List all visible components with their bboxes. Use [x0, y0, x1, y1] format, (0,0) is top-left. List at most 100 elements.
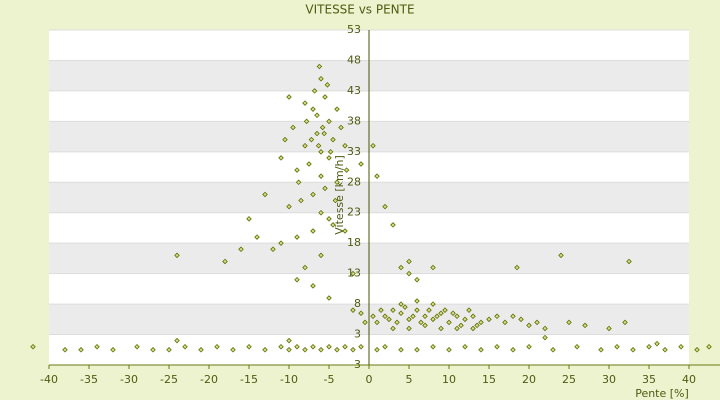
scatter-point	[370, 142, 376, 149]
scatter-point	[414, 298, 420, 304]
scatter-point	[310, 228, 316, 234]
scatter-point	[282, 136, 288, 143]
scatter-point	[438, 325, 444, 332]
scatter-point	[398, 347, 404, 353]
scatter-point	[418, 319, 424, 326]
scatter-point	[342, 343, 348, 350]
scatter-point	[94, 343, 100, 350]
scatter-point	[326, 343, 332, 350]
scatter-point	[332, 197, 339, 204]
scatter-point	[542, 325, 548, 332]
scatter-point	[278, 240, 284, 246]
y-tick-label: 43	[347, 84, 361, 97]
scatter-point	[534, 319, 540, 326]
y-tick-label: 3	[354, 328, 361, 341]
scatter-point	[430, 301, 436, 307]
scatter-point	[62, 347, 68, 353]
scatter-point	[414, 347, 420, 353]
x-tick-label: 0	[366, 373, 373, 386]
scatter-point	[510, 347, 516, 353]
scatter-point	[262, 347, 268, 353]
scatter-point	[398, 264, 404, 271]
scatter-point	[430, 343, 436, 350]
y-tick-label: 33	[347, 145, 361, 158]
scatter-point	[334, 179, 340, 186]
scatter-point	[614, 343, 620, 350]
scatter-point	[318, 252, 324, 259]
scatter-point	[518, 316, 524, 323]
scatter-point	[402, 304, 408, 310]
scatter-point	[246, 216, 252, 222]
scatter-point	[654, 340, 660, 347]
scatter-point	[322, 94, 328, 100]
y-tick-label: 18	[347, 236, 361, 249]
scatter-point	[308, 136, 315, 143]
scatter-point	[398, 310, 404, 316]
scatter-point	[30, 343, 36, 350]
chart-title: VITESSE vs PENTE	[305, 3, 414, 17]
scatter-point	[442, 307, 448, 313]
scatter-point	[342, 228, 348, 234]
x-tick-label: -5	[324, 373, 335, 386]
scatter-point	[298, 197, 304, 204]
scatter-point	[390, 222, 396, 228]
scatter-point	[326, 216, 332, 222]
scatter-point	[330, 222, 336, 228]
scatter-point	[350, 347, 356, 353]
scatter-point	[262, 191, 268, 198]
scatter-point	[302, 142, 308, 149]
scatter-point	[486, 316, 492, 323]
scatter-point	[454, 325, 460, 332]
x-axis-title: Pente [%]	[635, 387, 689, 400]
scatter-point	[374, 319, 380, 326]
scatter-point	[314, 130, 320, 137]
x-tick-label: 15	[482, 373, 496, 386]
scatter-point	[526, 322, 532, 329]
scatter-point	[278, 343, 284, 350]
scatter-point	[358, 343, 364, 350]
scatter-point	[310, 191, 316, 198]
scatter-point	[318, 209, 324, 216]
scatter-point	[622, 319, 628, 326]
x-tick-label: 35	[642, 373, 656, 386]
scatter-point	[462, 343, 468, 350]
scatter-point	[321, 130, 327, 137]
scatter-point	[574, 343, 580, 350]
scatter-point	[502, 319, 508, 326]
x-tick-label: -15	[240, 373, 258, 386]
scatter-point	[310, 106, 316, 112]
scatter-point	[343, 167, 350, 173]
scatter-point	[382, 203, 388, 210]
x-tick-label: -40	[40, 373, 58, 386]
scatter-point	[470, 325, 476, 332]
scatter-point	[334, 106, 340, 112]
scatter-point	[318, 75, 324, 82]
scatter-point	[302, 264, 308, 271]
scatter-point	[598, 347, 604, 353]
scatter-point	[358, 161, 364, 167]
scatter-point	[406, 325, 412, 332]
scatter-point	[566, 319, 572, 326]
scatter-point	[446, 319, 452, 326]
scatter-point	[310, 343, 316, 350]
scatter-point	[222, 258, 228, 265]
scatter-point	[311, 88, 318, 94]
scatter-point	[198, 347, 204, 353]
scatter-point	[382, 313, 388, 320]
scatter-point	[254, 234, 260, 240]
y-tick-label: 38	[347, 114, 361, 127]
scatter-point	[406, 270, 412, 277]
scatter-point	[303, 118, 310, 125]
scatter-point	[246, 343, 252, 350]
scatter-point	[326, 118, 332, 125]
x-tick-label: 40	[682, 373, 696, 386]
x-tick-label: -30	[120, 373, 138, 386]
scatter-point	[318, 149, 324, 155]
scatter-point	[326, 155, 332, 161]
scatter-point	[458, 322, 464, 329]
scatter-point	[430, 316, 436, 323]
scatter-point	[110, 347, 116, 353]
scatter-point	[478, 319, 484, 326]
x-tick-label: -20	[200, 373, 218, 386]
